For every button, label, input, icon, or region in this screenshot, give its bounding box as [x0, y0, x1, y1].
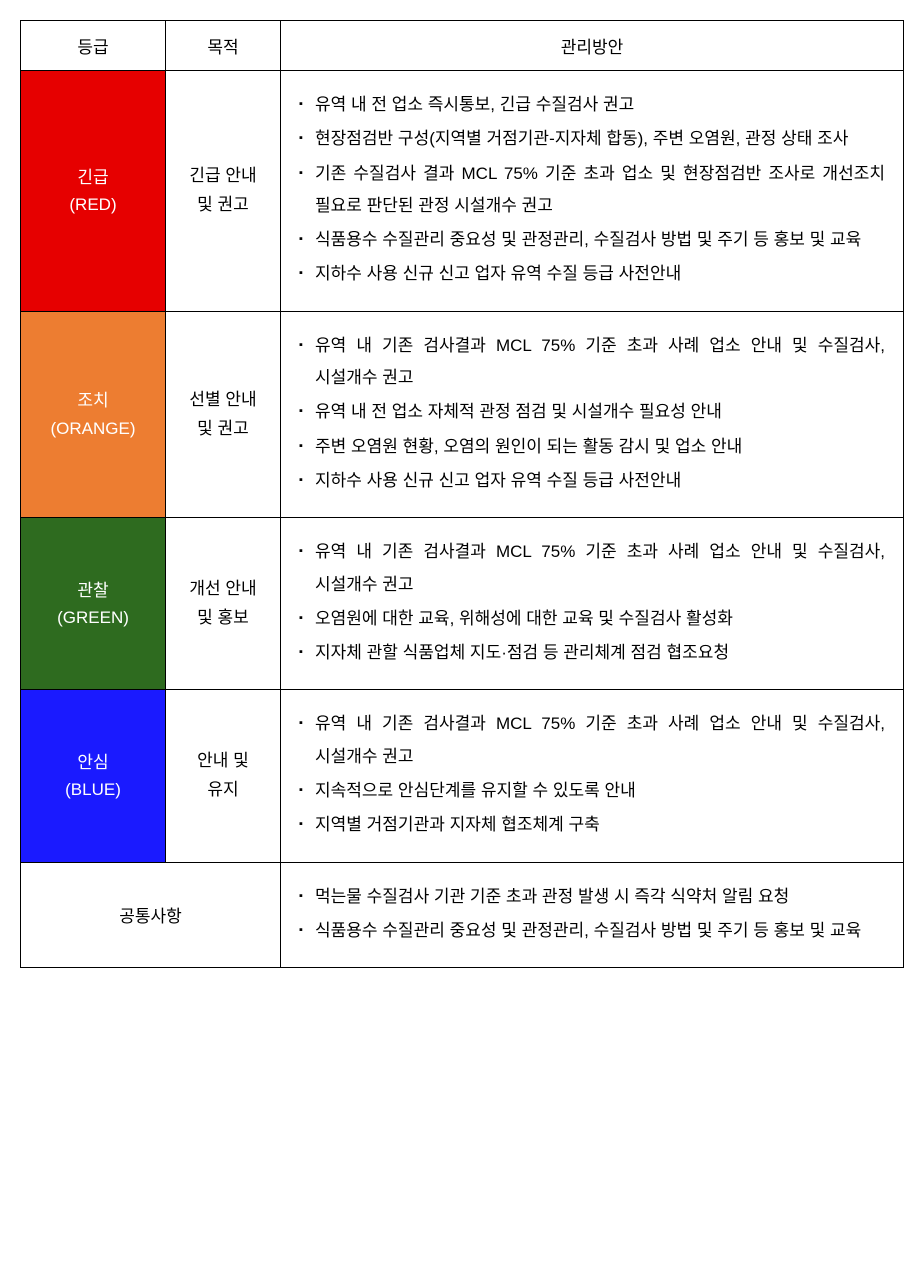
list-item: 오염원에 대한 교육, 위해성에 대한 교육 및 수질검사 활성화 — [293, 603, 885, 635]
purpose-text: 및 권고 — [170, 191, 276, 220]
list-item: 주변 오염원 현황, 오염의 원인이 되는 활동 감시 및 업소 안내 — [293, 431, 885, 463]
list-item: 지하수 사용 신규 신고 업자 유역 수질 등급 사전안내 — [293, 465, 885, 497]
list-item: 식품용수 수질관리 중요성 및 관정관리, 수질검사 방법 및 주기 등 홍보 … — [293, 224, 885, 256]
common-label-cell: 공통사항 — [21, 862, 281, 968]
grade-code: (BLUE) — [25, 776, 161, 803]
list-item: 지역별 거점기관과 지자체 협조체계 구축 — [293, 809, 885, 841]
header-row: 등급 목적 관리방안 — [21, 21, 904, 71]
measures-cell: 유역 내 기존 검사결과 MCL 75% 기준 초과 사례 업소 안내 및 수질… — [281, 690, 904, 862]
measures-list: 먹는물 수질검사 기관 기준 초과 관정 발생 시 즉각 식약처 알림 요청식품… — [293, 881, 885, 948]
measures-list: 유역 내 기존 검사결과 MCL 75% 기준 초과 사례 업소 안내 및 수질… — [293, 708, 885, 841]
measures-cell: 유역 내 기존 검사결과 MCL 75% 기준 초과 사례 업소 안내 및 수질… — [281, 311, 904, 517]
header-purpose: 목적 — [166, 21, 281, 71]
purpose-text: 선별 안내 — [170, 386, 276, 415]
list-item: 유역 내 전 업소 즉시통보, 긴급 수질검사 권고 — [293, 89, 885, 121]
common-row: 공통사항먹는물 수질검사 기관 기준 초과 관정 발생 시 즉각 식약처 알림 … — [21, 862, 904, 968]
list-item: 지자체 관할 식품업체 지도·점검 등 관리체계 점검 협조요청 — [293, 637, 885, 669]
purpose-cell: 선별 안내및 권고 — [166, 311, 281, 517]
list-item: 유역 내 전 업소 자체적 관정 점검 및 시설개수 필요성 안내 — [293, 396, 885, 428]
table-row: 조치(ORANGE)선별 안내및 권고유역 내 기존 검사결과 MCL 75% … — [21, 311, 904, 517]
grade-cell: 안심(BLUE) — [21, 690, 166, 862]
table-row: 관찰(GREEN)개선 안내및 홍보유역 내 기존 검사결과 MCL 75% 기… — [21, 518, 904, 690]
measures-list: 유역 내 기존 검사결과 MCL 75% 기준 초과 사례 업소 안내 및 수질… — [293, 330, 885, 497]
management-plan-table: 등급 목적 관리방안 긴급(RED)긴급 안내및 권고유역 내 전 업소 즉시통… — [20, 20, 904, 968]
purpose-cell: 개선 안내및 홍보 — [166, 518, 281, 690]
grade-label: 조치 — [25, 387, 161, 414]
header-grade: 등급 — [21, 21, 166, 71]
list-item: 지속적으로 안심단계를 유지할 수 있도록 안내 — [293, 775, 885, 807]
list-item: 유역 내 기존 검사결과 MCL 75% 기준 초과 사례 업소 안내 및 수질… — [293, 708, 885, 773]
purpose-cell: 안내 및유지 — [166, 690, 281, 862]
purpose-text: 및 홍보 — [170, 604, 276, 633]
grade-code: (GREEN) — [25, 604, 161, 631]
grade-cell: 조치(ORANGE) — [21, 311, 166, 517]
grade-code: (RED) — [25, 191, 161, 218]
grade-cell: 긴급(RED) — [21, 71, 166, 312]
purpose-text: 안내 및 — [170, 747, 276, 776]
list-item: 현장점검반 구성(지역별 거점기관-지자체 합동), 주변 오염원, 관정 상태… — [293, 123, 885, 155]
list-item: 지하수 사용 신규 신고 업자 유역 수질 등급 사전안내 — [293, 258, 885, 290]
table-row: 긴급(RED)긴급 안내및 권고유역 내 전 업소 즉시통보, 긴급 수질검사 … — [21, 71, 904, 312]
measures-list: 유역 내 전 업소 즉시통보, 긴급 수질검사 권고현장점검반 구성(지역별 거… — [293, 89, 885, 291]
purpose-text: 및 권고 — [170, 415, 276, 444]
purpose-text: 긴급 안내 — [170, 162, 276, 191]
purpose-text: 유지 — [170, 776, 276, 805]
grade-label: 안심 — [25, 749, 161, 776]
list-item: 식품용수 수질관리 중요성 및 관정관리, 수질검사 방법 및 주기 등 홍보 … — [293, 915, 885, 947]
list-item: 먹는물 수질검사 기관 기준 초과 관정 발생 시 즉각 식약처 알림 요청 — [293, 881, 885, 913]
list-item: 유역 내 기존 검사결과 MCL 75% 기준 초과 사례 업소 안내 및 수질… — [293, 330, 885, 395]
measures-cell: 유역 내 기존 검사결과 MCL 75% 기준 초과 사례 업소 안내 및 수질… — [281, 518, 904, 690]
table-row: 안심(BLUE)안내 및유지유역 내 기존 검사결과 MCL 75% 기준 초과… — [21, 690, 904, 862]
grade-label: 긴급 — [25, 164, 161, 191]
measures-cell: 유역 내 전 업소 즉시통보, 긴급 수질검사 권고현장점검반 구성(지역별 거… — [281, 71, 904, 312]
measures-list: 유역 내 기존 검사결과 MCL 75% 기준 초과 사례 업소 안내 및 수질… — [293, 536, 885, 669]
purpose-text: 개선 안내 — [170, 575, 276, 604]
list-item: 기존 수질검사 결과 MCL 75% 기준 초과 업소 및 현장점검반 조사로 … — [293, 158, 885, 223]
common-measures-cell: 먹는물 수질검사 기관 기준 초과 관정 발생 시 즉각 식약처 알림 요청식품… — [281, 862, 904, 968]
grade-code: (ORANGE) — [25, 415, 161, 442]
header-measures: 관리방안 — [281, 21, 904, 71]
list-item: 유역 내 기존 검사결과 MCL 75% 기준 초과 사례 업소 안내 및 수질… — [293, 536, 885, 601]
grade-label: 관찰 — [25, 577, 161, 604]
grade-cell: 관찰(GREEN) — [21, 518, 166, 690]
purpose-cell: 긴급 안내및 권고 — [166, 71, 281, 312]
